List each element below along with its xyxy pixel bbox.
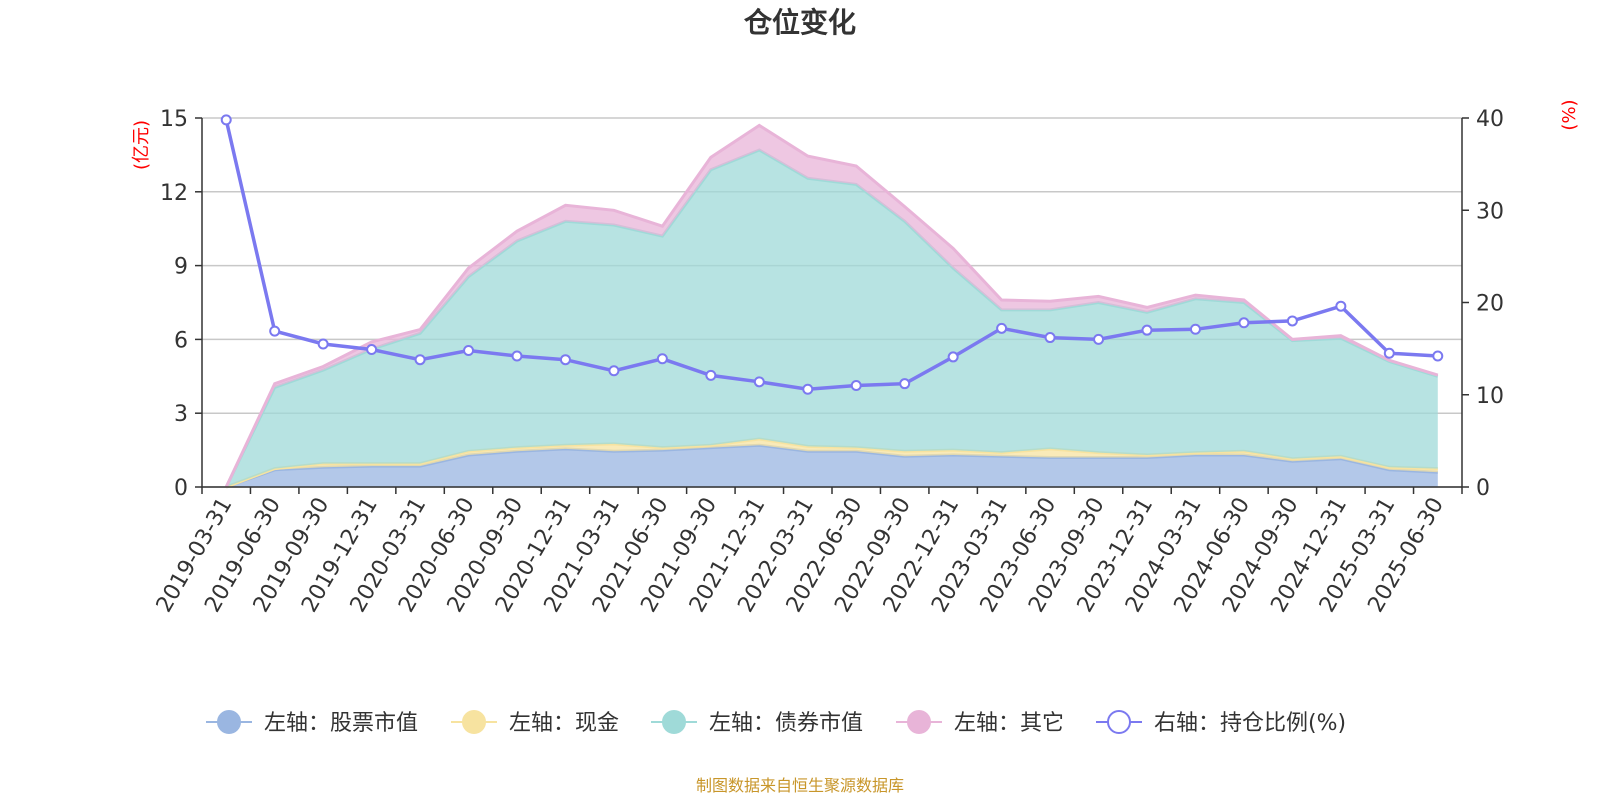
right-tick-label: 0 [1476,476,1490,501]
legend-item: 左轴：现金 [451,710,619,736]
right-tick-label: 10 [1476,384,1504,409]
ratio-point [463,344,475,356]
ratio-point [947,351,959,363]
ratio-point [1189,323,1201,335]
legend-marker-icon [662,710,686,734]
legend-label: 左轴：现金 [509,711,619,736]
ratio-point [1238,317,1250,329]
ratio-point [1286,315,1298,327]
ratio-point [1335,300,1347,312]
ratio-point [705,369,717,381]
ratio-point [1432,350,1444,362]
legend-marker-icon [907,710,931,734]
ratio-point [414,354,426,366]
ratio-line [220,114,1444,395]
legend-marker-icon [217,710,241,734]
legend-marker-icon [1107,710,1131,734]
area-edge [224,123,1439,488]
left-tick-label: 0 [174,476,188,501]
right-axis-unit: (%) [1559,99,1580,130]
area-左轴：现金 [226,439,1438,487]
left-tick-label: 15 [160,107,188,132]
right-tick-label: 20 [1476,292,1504,317]
ratio-point [220,114,232,126]
ratio-point [656,353,668,365]
ratio-point [850,380,862,392]
ratio-point [317,338,329,350]
legend-label: 右轴：持仓比例(%) [1154,711,1346,736]
source-note: 制图数据来自恒生聚源数据库 [696,776,904,795]
legend-item: 左轴：其它 [896,710,1064,736]
left-tick-label: 6 [174,328,188,353]
ratio-point [1141,324,1153,336]
ratio-point [996,322,1008,334]
legend-label: 左轴：其它 [954,711,1064,736]
left-tick-label: 9 [174,255,188,280]
legend-item: 左轴：股票市值 [206,710,418,736]
ratio-point [753,376,765,388]
chart-title: 仓位变化 [744,6,856,39]
right-tick-label: 40 [1476,107,1504,132]
legend-label: 左轴：股票市值 [264,711,418,736]
legend: 左轴：股票市值 左轴：现金 左轴：债券市值 左轴：其它 右轴：持仓比例(%) [206,710,1346,736]
stacked-areas [224,123,1439,489]
ratio-point [1044,332,1056,344]
ratio-point [511,350,523,362]
legend-item: 右轴：持仓比例(%) [1096,710,1346,736]
ratio-point [802,383,814,395]
legend-marker-icon [462,710,486,734]
ratio-line-path [224,119,1438,391]
legend-label: 左轴：债券市值 [709,711,863,736]
ratio-point [1093,333,1105,345]
ratio-point [559,354,571,366]
ratio-point [1383,347,1395,359]
left-tick-label: 12 [160,181,188,206]
ratio-point [608,365,620,377]
ratio-point [269,325,281,337]
ratio-point [899,378,911,390]
right-tick-label: 30 [1476,199,1504,224]
ratio-point [366,344,378,356]
left-tick-label: 3 [174,402,188,427]
area-左轴：股票市值 [226,445,1438,487]
left-axis-unit: (亿元) [131,120,152,170]
area-左轴：债券市值 [226,150,1438,487]
legend-item: 左轴：债券市值 [651,710,863,736]
